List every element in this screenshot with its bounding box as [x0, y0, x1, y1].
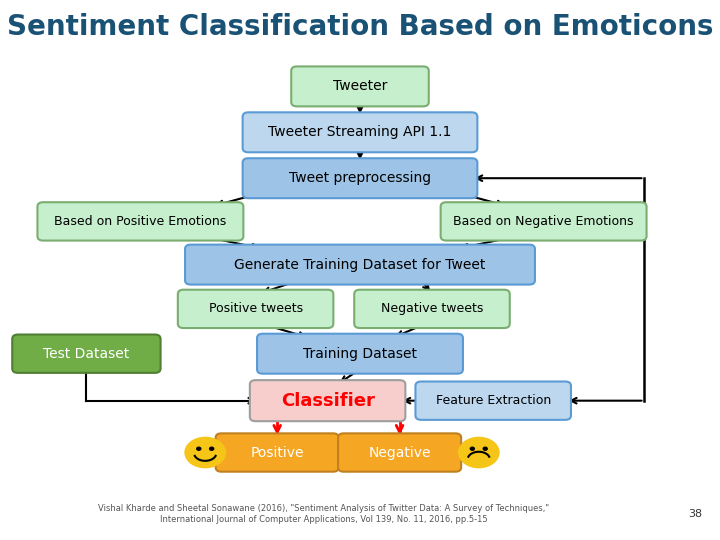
- FancyBboxPatch shape: [12, 335, 161, 373]
- Text: Vishal Kharde and Sheetal Sonawane (2016), "Sentiment Analysis of Twitter Data: : Vishal Kharde and Sheetal Sonawane (2016…: [99, 504, 549, 524]
- FancyBboxPatch shape: [178, 289, 333, 328]
- Circle shape: [210, 447, 214, 450]
- FancyBboxPatch shape: [291, 66, 428, 106]
- Circle shape: [459, 437, 499, 468]
- Text: Negative: Negative: [369, 446, 431, 460]
- FancyBboxPatch shape: [185, 245, 535, 285]
- Circle shape: [470, 447, 474, 450]
- Text: Negative tweets: Negative tweets: [381, 302, 483, 315]
- FancyBboxPatch shape: [338, 433, 462, 472]
- Text: Sentiment Classification Based on Emoticons: Sentiment Classification Based on Emotic…: [6, 13, 714, 41]
- Text: Tweeter Streaming API 1.1: Tweeter Streaming API 1.1: [269, 125, 451, 139]
- Circle shape: [483, 447, 487, 450]
- FancyBboxPatch shape: [257, 334, 463, 374]
- FancyBboxPatch shape: [243, 158, 477, 198]
- Text: Training Dataset: Training Dataset: [303, 347, 417, 361]
- Text: Tweet preprocessing: Tweet preprocessing: [289, 171, 431, 185]
- FancyBboxPatch shape: [415, 381, 571, 420]
- Text: Based on Negative Emotions: Based on Negative Emotions: [454, 215, 634, 228]
- FancyBboxPatch shape: [216, 433, 339, 472]
- Text: Test Dataset: Test Dataset: [43, 347, 130, 361]
- Text: Positive tweets: Positive tweets: [209, 302, 302, 315]
- Text: 38: 38: [688, 509, 702, 519]
- Circle shape: [197, 447, 201, 450]
- FancyBboxPatch shape: [37, 202, 243, 241]
- Text: Feature Extraction: Feature Extraction: [436, 394, 551, 407]
- Text: Classifier: Classifier: [281, 392, 374, 410]
- Circle shape: [185, 437, 225, 468]
- FancyBboxPatch shape: [250, 380, 405, 421]
- Text: Generate Training Dataset for Tweet: Generate Training Dataset for Tweet: [234, 258, 486, 272]
- FancyBboxPatch shape: [354, 289, 510, 328]
- Text: Tweeter: Tweeter: [333, 79, 387, 93]
- Text: Positive: Positive: [251, 446, 304, 460]
- FancyBboxPatch shape: [243, 112, 477, 152]
- FancyBboxPatch shape: [441, 202, 647, 241]
- Text: Based on Positive Emotions: Based on Positive Emotions: [54, 215, 227, 228]
